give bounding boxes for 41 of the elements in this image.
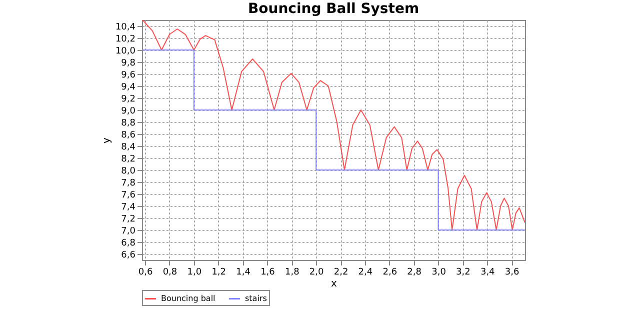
y-tick-label: 10,4 — [115, 22, 136, 32]
x-tick-label: 1,2 — [212, 268, 226, 278]
x-tick-label: 2,2 — [334, 268, 348, 278]
x-tick-label: 0,6 — [138, 268, 153, 278]
y-tick-label: 7,0 — [121, 226, 136, 236]
y-tick-label: 6,6 — [121, 250, 136, 260]
x-tick-label: 1,4 — [236, 268, 251, 278]
y-tick-label: 6,8 — [121, 238, 136, 248]
y-tick-label: 7,6 — [121, 190, 136, 200]
x-tick-label: 2,0 — [309, 268, 324, 278]
x-tick-label: 3,0 — [432, 268, 446, 278]
y-tick-label: 8,2 — [121, 154, 136, 164]
y-tick-label: 8,4 — [121, 142, 136, 152]
x-tick-label: 0,8 — [162, 268, 178, 278]
x-tick-label: 2,8 — [407, 268, 422, 278]
x-tick-label: 2,4 — [358, 268, 373, 278]
y-tick-label: 9,6 — [121, 70, 136, 80]
y-axis-title: y — [101, 137, 112, 144]
y-tick-label: 7,2 — [121, 214, 136, 224]
x-tick-label: 2,6 — [382, 268, 398, 278]
x-tick-label: 3,4 — [480, 268, 496, 278]
x-tick-label: 1,0 — [187, 268, 202, 278]
y-tick-label: 10,0 — [115, 46, 136, 56]
x-tick-label: 3,2 — [456, 268, 470, 278]
y-tick-label: 9,4 — [121, 82, 136, 92]
legend-label: Bouncing ball — [161, 294, 216, 303]
y-tick-label: 7,8 — [121, 178, 136, 188]
x-tick-label: 1,8 — [284, 268, 300, 278]
y-tick-label: 8,0 — [121, 166, 136, 176]
x-axis-title: x — [331, 278, 338, 290]
y-tick-label: 8,6 — [121, 130, 136, 140]
legend-label: stairs — [245, 294, 267, 303]
y-tick-label: 9,0 — [121, 106, 136, 116]
x-tick-label: 3,6 — [504, 268, 520, 278]
y-tick-label: 9,2 — [121, 94, 136, 104]
y-tick-label: 9,8 — [121, 58, 136, 68]
y-tick-label: 7,4 — [121, 202, 136, 212]
chart-title: Bouncing Ball System — [248, 1, 420, 17]
x-tick-label: 1,6 — [260, 268, 276, 278]
y-tick-label: 10,2 — [115, 34, 136, 44]
y-tick-label: 8,8 — [121, 118, 136, 128]
